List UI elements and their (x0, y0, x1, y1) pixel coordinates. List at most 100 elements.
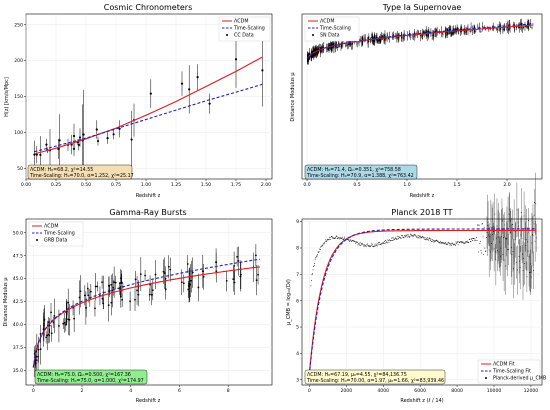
data-point (478, 224, 480, 226)
data-point (431, 34, 433, 36)
time-scaling-curve (34, 83, 263, 153)
data-point (79, 290, 82, 293)
x-tick-label: 1.00 (141, 182, 151, 188)
data-point (464, 242, 466, 244)
y-axis-label: Distance Modulus μ (290, 72, 296, 122)
data-point (67, 301, 70, 304)
data-point (495, 259, 497, 261)
data-point (457, 28, 459, 30)
data-point (345, 45, 347, 47)
data-point (360, 245, 362, 247)
data-point (371, 244, 373, 246)
data-point (487, 224, 488, 226)
data-point (383, 34, 385, 36)
data-point (397, 37, 399, 39)
data-point (519, 267, 521, 269)
data-point (412, 235, 414, 237)
data-point (442, 33, 444, 35)
data-point (499, 255, 501, 257)
data-point (339, 237, 341, 239)
data-point (424, 236, 426, 238)
y-axis-label: H(z) [km/s/Mpc] (4, 77, 10, 117)
panel-gamma-ray-bursts: Gamma-Ray Bursts 0 2 4 6 8 35.0 37.5 40.0 42.5 45… (3, 208, 273, 404)
x-tick-label: 2000 (340, 388, 352, 394)
data-point (89, 290, 92, 293)
data-point (308, 53, 311, 55)
x-tick-label: 0.00 (21, 182, 31, 188)
data-point (349, 241, 351, 243)
data-point (468, 241, 470, 243)
data-point (73, 317, 76, 320)
data-point (365, 245, 367, 247)
data-point (384, 241, 385, 243)
data-point (236, 255, 239, 258)
panel-type-ia-supernovae: Type Ia Supernovae 0.0 0.5 1.0 1.5 2.0 Redsh… (290, 3, 543, 199)
data-point (233, 265, 236, 267)
data-point (386, 241, 388, 243)
annotation-line: Time-Scaling: H₀=75.0, α=1.000, χ²=174.9… (36, 378, 144, 384)
annotation-line: ΛCDM: H₀=71.4, Ωₘ=0.351, χ²=758.58 (307, 167, 401, 173)
data-point (456, 243, 457, 245)
data-point (391, 35, 393, 37)
data-point (364, 37, 366, 39)
data-point (384, 242, 386, 244)
data-point (321, 245, 323, 247)
y-tick-label: 42.5 (13, 299, 23, 305)
data-point (469, 238, 471, 240)
data-point (187, 288, 190, 291)
data-point (390, 240, 392, 242)
data-point (318, 251, 320, 253)
x-axis-label: Redshift z (ℓ / 14) (400, 398, 443, 404)
data-point (518, 225, 520, 227)
data-point (516, 26, 518, 28)
y-tick-label: 4 (296, 351, 299, 357)
data-point (449, 243, 451, 245)
data-point (101, 281, 104, 284)
data-point (491, 227, 493, 228)
x-tick-label: 0.25 (51, 182, 61, 188)
legend-label: Planck-derived μ_CMB (493, 376, 546, 382)
data-point (422, 236, 424, 238)
data-point (379, 242, 380, 243)
data-point (78, 296, 81, 299)
data-point (522, 26, 524, 29)
data-point (414, 35, 416, 37)
data-point (497, 249, 498, 251)
data-point (471, 238, 472, 240)
data-point (396, 235, 398, 237)
data-point (494, 251, 496, 253)
data-point (438, 241, 440, 243)
ticks: 0 2 4 6 8 35.0 37.5 40.0 42.5 45.0 47.5 50.0 (13, 230, 230, 394)
data-point (329, 47, 331, 49)
x-tick-label: 10000 (487, 388, 502, 394)
data-point (409, 235, 411, 237)
data-point (84, 306, 87, 309)
data-point (391, 237, 393, 239)
data-point (484, 247, 486, 249)
x-tick-label: 8000 (451, 388, 463, 394)
data-point (509, 220, 511, 222)
legend-label: ΛCDM (320, 19, 334, 25)
data-point (164, 288, 167, 290)
data-point (517, 222, 519, 224)
data-point (482, 236, 484, 238)
data-point (261, 69, 264, 72)
data-point (461, 242, 462, 244)
data-point (535, 203, 537, 205)
data-point (492, 226, 494, 228)
data-point (149, 92, 152, 95)
data-point (163, 272, 166, 275)
data-point (482, 222, 484, 224)
data-point (371, 243, 373, 245)
data-point (137, 293, 140, 296)
data-point (518, 26, 521, 29)
data-point (387, 239, 389, 241)
data-point (448, 242, 450, 244)
data-point (356, 241, 358, 243)
data-point (82, 133, 85, 136)
data-point (416, 235, 418, 237)
data-point (399, 236, 401, 238)
data-point (374, 243, 376, 245)
data-point (401, 235, 403, 236)
data-point (516, 269, 518, 271)
